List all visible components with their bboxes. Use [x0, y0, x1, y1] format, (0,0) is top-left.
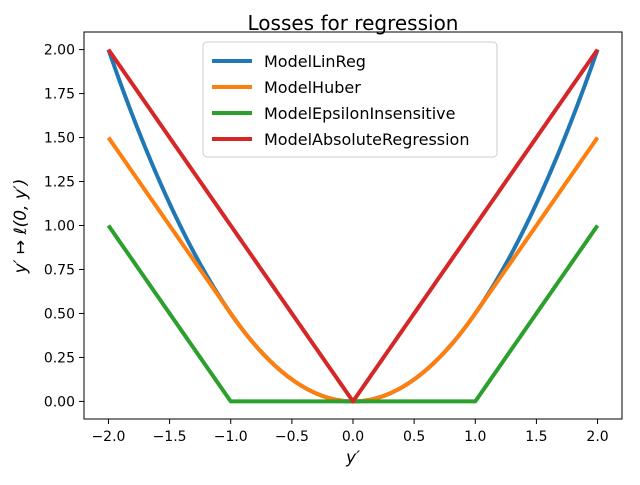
legend-box	[202, 41, 498, 158]
y-tick-label: 0.00	[44, 394, 75, 410]
x-tick-label: 1.0	[464, 429, 486, 445]
chart-title: Losses for regression	[248, 11, 459, 35]
y-tick-label: 1.75	[44, 87, 75, 103]
x-axis-ticks: −2.0 −1.5 −1.0 −0.5 0.0 0.5 1.0 1.5 2.0	[91, 419, 609, 445]
x-tick-label: 2.0	[586, 429, 608, 445]
x-tick-label: −1.5	[153, 429, 187, 445]
x-tick-label: 0.0	[342, 429, 364, 445]
y-tick-label: 2.00	[44, 43, 75, 59]
y-tick-label: 0.25	[44, 350, 75, 366]
y-axis-label: y′ ↦ ℓ(0, y′)	[11, 179, 31, 275]
legend-entry-label: ModelEpsilonInsensitive	[264, 104, 455, 123]
series-layer	[106, 48, 600, 404]
legend-entry-label: ModelHuber	[264, 78, 361, 97]
y-tick-label: 1.25	[44, 175, 75, 191]
x-tick-label: −1.0	[214, 429, 248, 445]
y-axis-ticks: 0.00 0.25 0.50 0.75 1.00 1.25 1.50 1.75 2.00	[44, 43, 84, 410]
y-tick-label: 1.00	[44, 219, 75, 235]
legend-entry-label: ModelLinReg	[264, 52, 366, 71]
legend: ModelLinReg ModelHuber ModelEpsilonInsensi…	[202, 41, 498, 158]
x-tick-label: −0.5	[275, 429, 309, 445]
y-tick-label: 0.50	[44, 306, 75, 322]
series-line-modelabsoluteregression	[106, 48, 600, 404]
y-tick-label: 1.50	[44, 131, 75, 147]
x-tick-label: −2.0	[91, 429, 125, 445]
x-axis-label: y′	[345, 448, 360, 468]
x-tick-label: 0.5	[403, 429, 425, 445]
legend-entry-label: ModelAbsoluteRegression	[264, 130, 469, 149]
y-tick-label: 0.75	[44, 262, 75, 278]
x-tick-label: 1.5	[525, 429, 547, 445]
